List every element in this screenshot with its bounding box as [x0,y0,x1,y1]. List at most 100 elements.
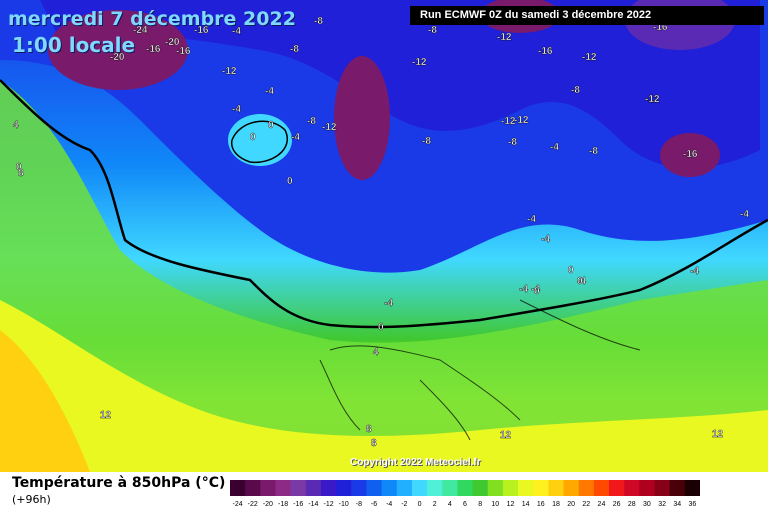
isotherm-label: -4 [265,86,274,97]
scale-tick-label: 6 [463,501,467,508]
scale-tick-label: -12 [323,501,333,508]
scale-swatch [669,480,686,496]
forecast-lead-time: (+96h) [12,493,51,506]
scale-tick-label: -10 [339,501,349,508]
isotherm-label: -16 [538,46,553,57]
isotherm-label: -12 [645,94,660,105]
isotherm-label: -8 [290,44,299,55]
scale-tick-label: 2 [433,501,437,508]
scale-swatch [260,480,276,496]
scale-swatch [411,480,428,496]
model-run-info: Run ECMWF 0Z du samedi 3 décembre 2022 [410,6,764,25]
isotherm-label: 12 [500,430,512,441]
isotherm-label: -12 [501,116,516,127]
scale-tick-label: 32 [658,501,666,508]
isotherm-label: -4 [384,298,393,309]
isotherm-label: -8 [307,116,316,127]
isotherm-label: -16 [683,149,698,160]
legend-title: Température à 850hPa (°C) [12,475,226,491]
isotherm-label: -4 [740,209,749,220]
isotherm-label: 12 [100,410,112,421]
zero-isotherm [0,79,768,329]
isotherm-label: -12 [497,32,512,43]
scale-swatch [472,480,489,496]
isotherm-label: -24 [133,25,148,36]
isotherm-label: 0 [16,162,22,173]
scale-swatch [290,480,307,496]
scale-swatch [427,480,443,496]
isotherm-label: 12 [712,429,724,440]
scale-tick-label: 26 [613,501,621,508]
scale-tick-label: 8 [478,501,482,508]
forecast-date-title: mercredi 7 décembre 2022 [8,8,296,30]
scale-tick-label: 4 [448,501,452,508]
scale-tick-label: 34 [673,501,681,508]
isotherm-label: -8 [589,146,598,157]
isotherm-label: -4 [577,276,586,287]
iceland-contour [230,120,288,164]
scale-swatch [305,480,322,496]
scale-tick-label: -4 [386,501,392,508]
scale-swatch [502,480,519,496]
scale-swatch [548,480,565,496]
isotherm-label: 0 [250,132,256,143]
isotherm-label: 0 [378,322,384,333]
scale-tick-label: -6 [371,501,377,508]
scale-swatch [245,480,261,496]
isotherm-label: -4 [541,234,550,245]
scale-tick-label: 22 [582,501,590,508]
scale-tick-label: 10 [491,501,499,508]
scale-swatch [351,480,367,496]
isotherm-label: -4 [690,266,699,277]
isotherm-label: -4 [519,284,528,295]
scale-swatch [593,480,610,496]
scale-tick-label: 14 [522,501,530,508]
scale-swatch [336,480,352,496]
scale-swatch [457,480,474,496]
isotherm-label: -16 [194,25,209,36]
isotherm-label: -4 [527,214,536,225]
isotherm-label: 4 [373,347,379,358]
isotherm-label: -8 [571,85,580,96]
isotherm-label: 0 [568,265,574,276]
isotherm-label: 0 [534,286,540,297]
isotherm-label: -8 [508,137,517,148]
scale-tick-label: 30 [643,501,651,508]
isotherm-label: 4 [13,120,19,131]
scale-tick-label: 24 [598,501,606,508]
scale-tick-label: 18 [552,501,560,508]
scale-tick-label: -2 [401,501,407,508]
isotherm-label: -12 [582,52,597,63]
scale-swatch [533,480,549,496]
scale-swatch [396,480,413,496]
isotherm-label: -4 [291,132,300,143]
scale-swatch [275,480,292,496]
scale-swatch [381,480,398,496]
isotherm-label: -4 [232,26,241,37]
scale-tick-label: 28 [628,501,636,508]
scale-swatch [563,480,580,496]
isotherm-label: -16 [146,44,161,55]
isotherm-label: -16 [176,46,191,57]
scale-swatch [487,480,504,496]
scale-swatch [609,480,625,496]
isotherm-label: -12 [322,122,337,133]
scale-tick-label: 20 [567,501,575,508]
cold-core-russia [660,133,720,177]
copyright-notice: Copyright 2022 Meteociel.fr [350,457,481,468]
scale-swatch [366,480,383,496]
scale-tick-label: -18 [278,501,288,508]
scale-tick-label: -22 [248,501,258,508]
isotherm-label: -16 [653,22,668,33]
scale-swatch [684,480,700,496]
isotherm-label: -12 [222,66,237,77]
isotherm-label: -12 [645,94,660,105]
yellow-zone-southwest [0,300,768,472]
orange-zone-southwest [0,330,90,472]
scale-tick-label: 0 [418,501,422,508]
scale-swatch [639,480,656,496]
scale-tick-label: -8 [356,501,362,508]
scale-tick-label: -20 [263,501,273,508]
cold-core-scandinavia [334,56,390,180]
very-cold-zone-north [40,0,760,169]
